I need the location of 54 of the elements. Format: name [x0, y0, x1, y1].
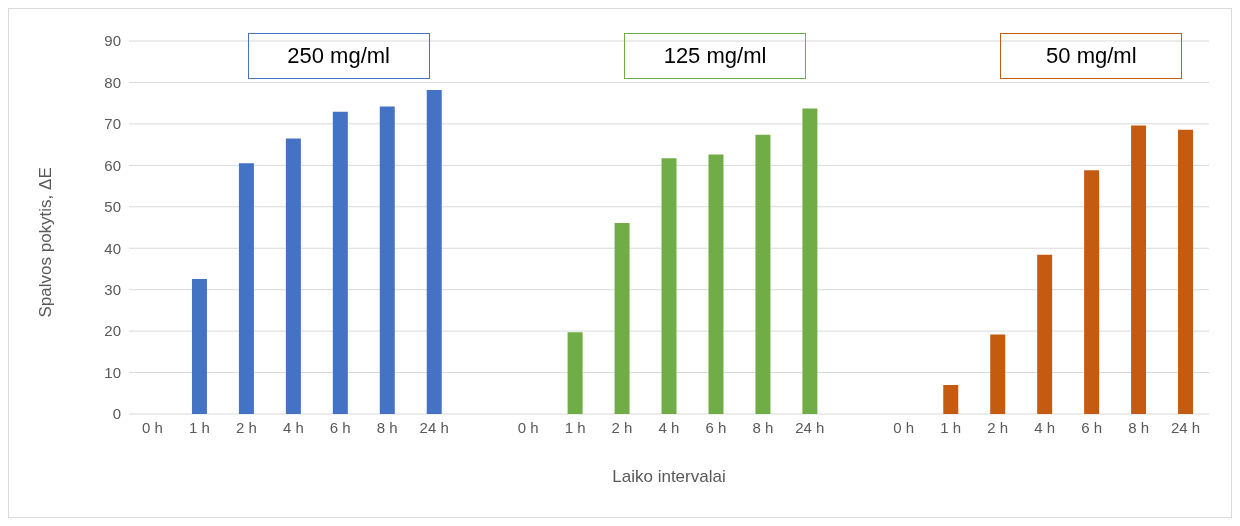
bar — [379, 106, 395, 414]
text-box: 50 mg/ml — [1000, 33, 1183, 79]
x-tick-label: 24 h — [1170, 418, 1201, 436]
bar — [238, 163, 254, 414]
x-tick-label: 2 h — [235, 418, 257, 436]
x-axis-title: Laiko intervalai — [612, 467, 726, 486]
y-tick-label: 60 — [104, 156, 121, 174]
y-tick-label: 30 — [104, 280, 121, 298]
bar — [1037, 254, 1053, 414]
x-tick-label: 0 h — [142, 418, 163, 436]
bar — [285, 138, 301, 414]
x-tick-label: 0 h — [517, 418, 539, 436]
x-tick-label: 6 h — [1081, 418, 1103, 436]
bar — [1131, 125, 1147, 414]
x-tick-label: 4 h — [1034, 418, 1056, 436]
x-tick-label: 4 h — [658, 418, 680, 436]
x-tick-label: 1 h — [940, 418, 962, 436]
x-tick-label: 4 h — [282, 418, 304, 436]
y-tick-label: 50 — [104, 198, 121, 216]
bar — [332, 111, 348, 414]
x-tick-label: 2 h — [611, 418, 633, 436]
y-tick-label: 80 — [104, 73, 121, 91]
x-tick-label: 8 h — [1128, 418, 1149, 436]
bar — [755, 134, 771, 414]
x-tick-label: 24 h — [419, 418, 449, 436]
x-tick-label: 6 h — [705, 418, 727, 436]
x-tick-label: 8 h — [752, 418, 774, 436]
bar — [614, 222, 630, 414]
x-tick-label: 8 h — [376, 418, 398, 436]
x-tick-label: 1 h — [564, 418, 586, 436]
bar — [990, 334, 1006, 414]
x-tick-label: 1 h — [189, 418, 210, 436]
bar — [567, 332, 583, 414]
x-tick-label: 2 h — [987, 418, 1009, 436]
bar — [661, 158, 677, 414]
bar — [1178, 129, 1194, 414]
x-tick-label: 24 h — [795, 418, 825, 436]
y-tick-label: 0 — [112, 405, 121, 423]
y-tick-label: 20 — [104, 322, 121, 340]
x-tick-label: 0 h — [893, 418, 915, 436]
x-tick-label: 6 h — [329, 418, 351, 436]
y-tick-label: 10 — [104, 363, 121, 381]
y-tick-label: 70 — [104, 115, 121, 133]
bar — [191, 278, 207, 414]
text-box: 125 mg/ml — [624, 33, 806, 79]
y-tick-label: 40 — [104, 239, 121, 257]
y-tick-label: 90 — [104, 32, 121, 50]
text-box: 250 mg/ml — [247, 33, 430, 79]
bar — [802, 108, 818, 414]
bar — [426, 89, 442, 414]
bar — [1084, 170, 1100, 414]
bar — [943, 384, 959, 414]
bar — [708, 154, 724, 414]
y-axis-title: Spalvos pokytis, ΔE — [36, 167, 56, 318]
